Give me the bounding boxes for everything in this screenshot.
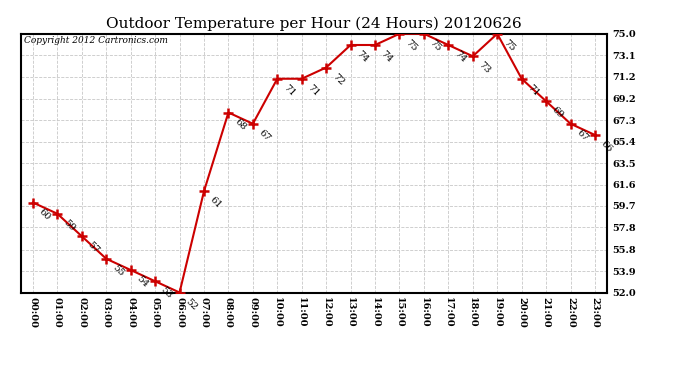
- Text: 75: 75: [404, 38, 419, 53]
- Text: 73: 73: [477, 60, 492, 76]
- Text: 60: 60: [37, 207, 52, 222]
- Text: 71: 71: [306, 83, 321, 98]
- Text: 74: 74: [355, 49, 370, 64]
- Text: 71: 71: [526, 83, 541, 98]
- Text: 55: 55: [110, 263, 126, 278]
- Text: 74: 74: [453, 49, 468, 64]
- Text: 75: 75: [428, 38, 443, 53]
- Text: 53: 53: [159, 285, 175, 300]
- Text: 71: 71: [282, 83, 297, 98]
- Text: 66: 66: [599, 139, 614, 154]
- Text: 69: 69: [550, 105, 565, 120]
- Text: 57: 57: [86, 240, 101, 255]
- Text: 59: 59: [61, 218, 77, 233]
- Text: 75: 75: [502, 38, 517, 53]
- Text: 54: 54: [135, 274, 150, 289]
- Text: 52: 52: [184, 297, 199, 312]
- Title: Outdoor Temperature per Hour (24 Hours) 20120626: Outdoor Temperature per Hour (24 Hours) …: [106, 17, 522, 31]
- Text: 61: 61: [208, 195, 224, 210]
- Text: 74: 74: [380, 49, 395, 64]
- Text: 68: 68: [233, 117, 248, 132]
- Text: Copyright 2012 Cartronics.com: Copyright 2012 Cartronics.com: [23, 36, 168, 45]
- Text: 67: 67: [575, 128, 590, 143]
- Text: 67: 67: [257, 128, 272, 143]
- Text: 72: 72: [331, 72, 346, 87]
